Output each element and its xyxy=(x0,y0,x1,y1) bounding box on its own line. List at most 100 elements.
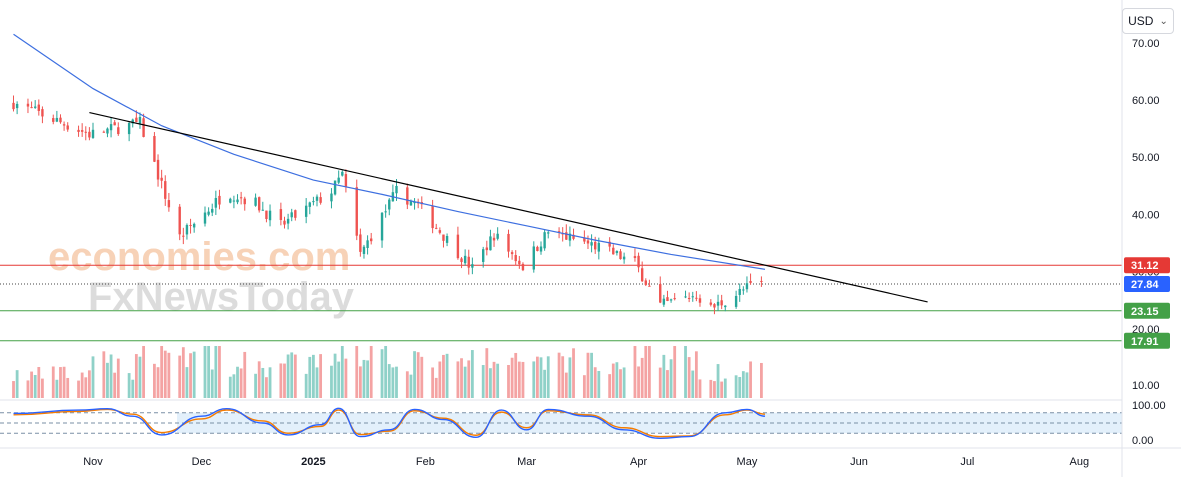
candle-body xyxy=(720,300,723,306)
candle-body xyxy=(745,283,749,290)
candle-body xyxy=(673,298,676,300)
volume-bar xyxy=(615,362,619,398)
candle-body xyxy=(33,106,37,108)
volume-bar xyxy=(514,352,518,398)
volume-bar xyxy=(611,363,615,398)
candles xyxy=(12,95,763,315)
candle-body xyxy=(370,238,373,242)
volume-bar xyxy=(460,358,463,398)
candle-body xyxy=(77,129,80,132)
volume-bars xyxy=(12,346,763,398)
candle-body xyxy=(698,298,702,303)
candle-body xyxy=(138,116,142,124)
volume-bar xyxy=(564,372,568,398)
volume-bar xyxy=(716,364,720,398)
volume-bar xyxy=(330,365,333,398)
candle-body xyxy=(62,124,66,126)
volume-bar xyxy=(283,363,286,398)
volume-bar xyxy=(582,375,586,398)
volume-bar xyxy=(507,364,510,398)
candle-body xyxy=(431,205,434,229)
volume-bar xyxy=(470,350,474,398)
volume-bar xyxy=(127,373,131,398)
candle-body xyxy=(142,118,145,137)
candle-body xyxy=(30,107,33,109)
volume-bar xyxy=(218,346,221,398)
volume-bar xyxy=(633,346,637,398)
price-tick-label: 40.00 xyxy=(1132,209,1160,221)
volume-bar xyxy=(597,370,601,398)
volume-bar xyxy=(467,360,471,398)
volume-bar xyxy=(637,366,640,398)
volume-bar xyxy=(243,351,247,398)
candle-body xyxy=(666,297,669,302)
volume-bar xyxy=(658,367,662,398)
candle-body xyxy=(333,180,337,195)
candle-body xyxy=(482,249,485,262)
volume-bar xyxy=(366,360,369,398)
candle-body xyxy=(344,174,348,187)
volume-bar xyxy=(362,359,366,398)
candle-body xyxy=(716,301,720,306)
candle-body xyxy=(724,305,727,308)
candle-body xyxy=(127,122,131,135)
watermark-line2: FxNewsToday xyxy=(88,275,355,319)
volume-bar xyxy=(568,357,572,398)
volume-bar xyxy=(333,353,337,398)
price-tag-label: 23.15 xyxy=(1131,306,1159,318)
volume-bar xyxy=(189,353,192,398)
trendline xyxy=(89,111,928,303)
time-tick-label: Feb xyxy=(416,456,435,468)
candle-body xyxy=(261,209,265,211)
candle-body xyxy=(687,297,691,299)
volume-bar xyxy=(420,356,424,398)
candle-body xyxy=(178,206,181,235)
candle-body xyxy=(203,212,207,224)
price-axis: 70.0060.0050.0040.0030.0020.0010.00100.0… xyxy=(1121,0,1181,477)
price-tag-label: 17.91 xyxy=(1131,336,1159,348)
candle-body xyxy=(37,104,41,111)
candle-body xyxy=(532,246,535,270)
candle-body xyxy=(12,102,15,110)
candle-body xyxy=(290,212,293,218)
volume-bar xyxy=(481,365,485,398)
volume-bar xyxy=(369,346,373,398)
candle-body xyxy=(435,227,438,229)
volume-bar xyxy=(236,366,239,398)
volume-bar xyxy=(713,381,716,398)
candle-body xyxy=(185,224,189,235)
candle-body xyxy=(117,127,120,135)
volume-bar xyxy=(207,346,211,398)
candle-body xyxy=(308,202,311,207)
candle-body xyxy=(586,240,590,244)
volume-bar xyxy=(463,366,467,398)
volume-bar xyxy=(485,348,489,398)
price-tag-label: 31.12 xyxy=(1131,260,1159,272)
candle-body xyxy=(192,223,196,228)
candle-body xyxy=(557,231,561,233)
volume-bar xyxy=(26,380,30,398)
candle-body xyxy=(366,240,369,248)
volume-bar xyxy=(492,361,496,398)
currency-selector[interactable]: USD ⌄ xyxy=(1122,8,1174,34)
stochastic-tick-label: 100.00 xyxy=(1132,400,1166,412)
candle-body xyxy=(189,224,192,226)
volume-bar xyxy=(142,346,145,398)
candle-body xyxy=(207,211,210,215)
volume-bar xyxy=(720,381,724,398)
candle-body xyxy=(91,129,95,138)
candle-body xyxy=(167,200,171,208)
candle-body xyxy=(355,187,358,236)
candle-body xyxy=(521,263,525,271)
volume-bar xyxy=(619,369,622,398)
candle-body xyxy=(156,159,160,180)
time-tick-label: Dec xyxy=(192,456,212,468)
volume-bar xyxy=(293,354,297,398)
candle-body xyxy=(312,201,315,203)
candle-body xyxy=(268,210,272,221)
candle-body xyxy=(572,234,575,239)
candle-body xyxy=(218,195,221,205)
candle-body xyxy=(106,128,109,134)
time-tick-label: Apr xyxy=(630,456,647,468)
